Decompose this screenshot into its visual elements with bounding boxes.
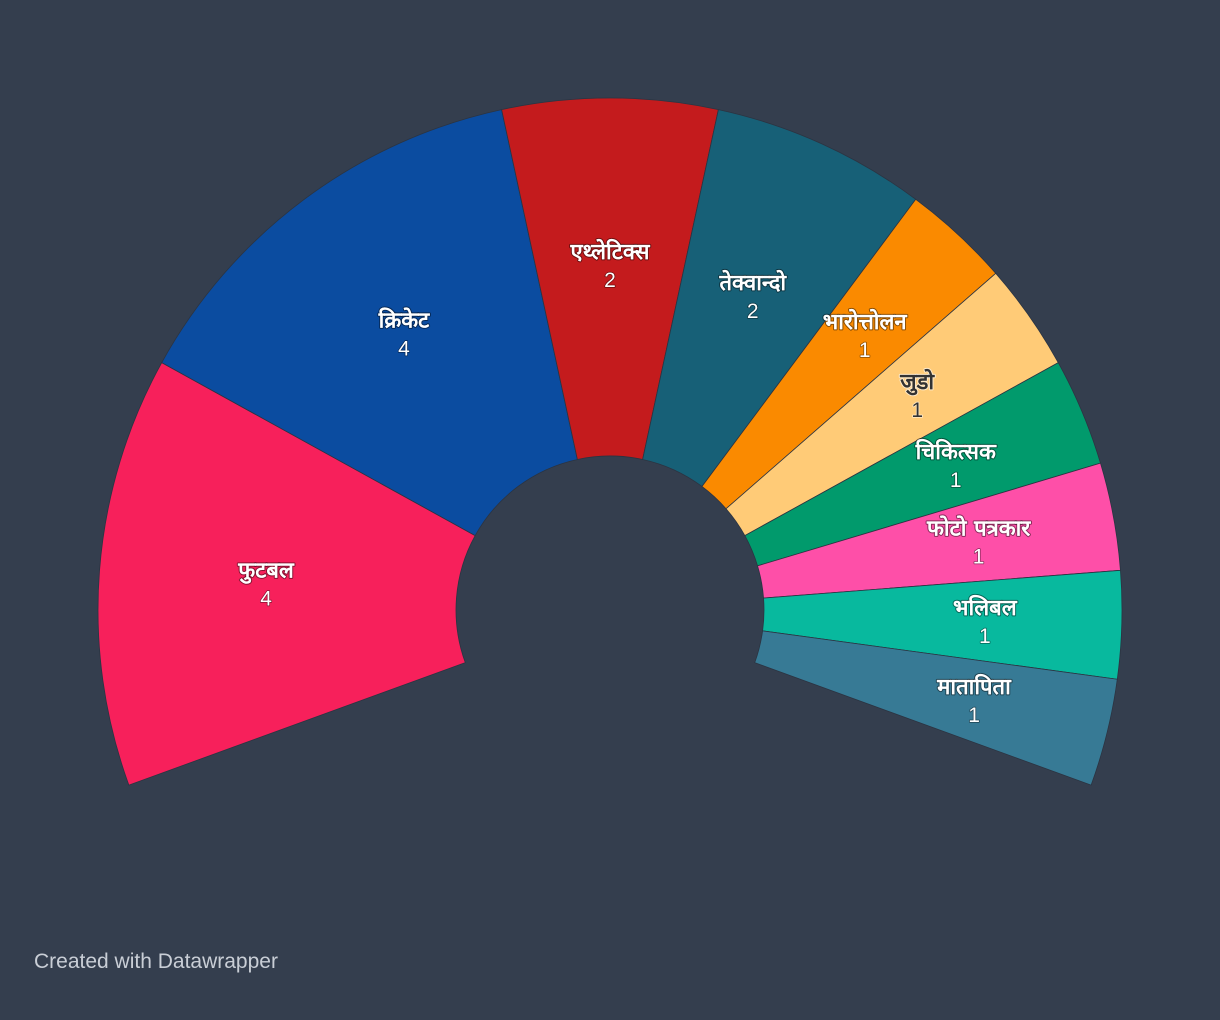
slice-label-6: जुडो — [899, 368, 935, 396]
slice-4 — [642, 109, 917, 488]
slice-2 — [161, 109, 578, 537]
slice-value-8: 1 — [973, 545, 985, 568]
slice-value-10: 1 — [968, 704, 980, 727]
slice-value-3: 2 — [604, 269, 616, 292]
slice-label-3: एथ्लेटिक्स — [569, 238, 650, 265]
slice-label-9: भलिबल — [953, 594, 1018, 621]
credit-text: Created with Datawrapper — [34, 950, 278, 973]
chart-labels: फुटबल 4 क्रिकेट 4 एथ्लेटिक्स 2 तेक्वान्दो 2 भारो… — [236, 237, 1032, 728]
slice-1 — [97, 362, 476, 786]
slice-value-6: 1 — [911, 399, 923, 422]
slice-label-4: तेक्वान्दो — [718, 269, 787, 296]
slice-3 — [501, 97, 719, 460]
slice-label-2: क्रिकेट — [378, 306, 430, 333]
slice-value-2: 4 — [398, 337, 410, 360]
slice-label-8: फोटो पत्रकार — [926, 514, 1031, 541]
slice-value-1: 4 — [260, 587, 272, 610]
slice-label-1: फुटबल — [237, 558, 295, 584]
chart-slices — [97, 97, 1123, 786]
slice-value-4: 2 — [747, 300, 759, 323]
slice-value-7: 1 — [950, 469, 962, 492]
slice-label-5: भारोत्तोलन — [823, 308, 908, 335]
slice-label-10: मातापिता — [936, 673, 1012, 700]
slice-10 — [754, 630, 1118, 786]
slice-value-5: 1 — [859, 339, 871, 362]
slice-value-9: 1 — [979, 625, 991, 648]
slice-label-7: चिकित्सक — [915, 438, 997, 465]
